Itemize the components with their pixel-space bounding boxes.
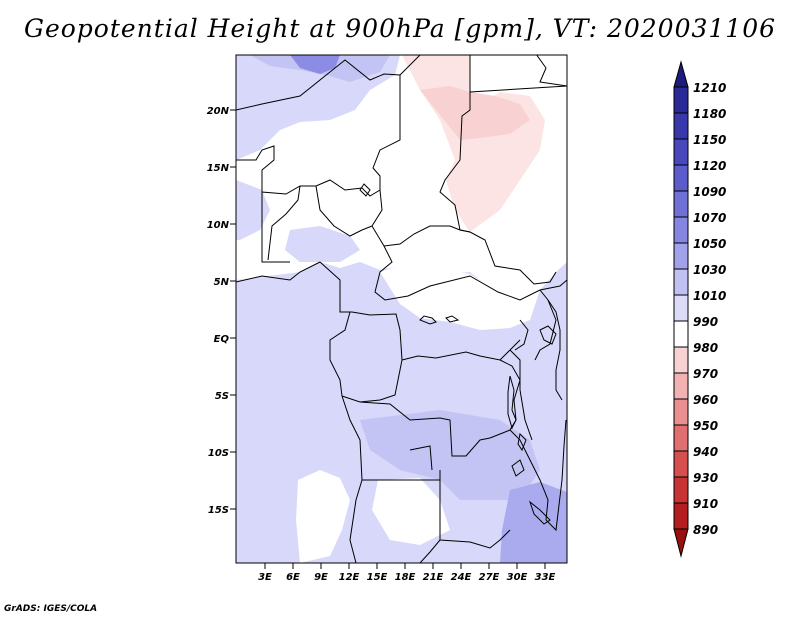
colorbar-swatch xyxy=(673,320,689,348)
colorbar-label: 1180 xyxy=(693,107,726,121)
colorbar-swatch xyxy=(673,476,689,504)
height-field-white-band xyxy=(380,262,540,330)
colorbar-swatch xyxy=(673,112,689,140)
lon-label-21e: 21E xyxy=(423,572,444,583)
height-field-mid-blue xyxy=(360,410,540,500)
lon-label-9e: 9E xyxy=(314,572,328,583)
colorbar-bottom-arrow xyxy=(673,528,689,558)
colorbar-swatch xyxy=(673,450,689,478)
lat-label-eq: EQ xyxy=(214,334,230,345)
lat-label-10s: 10S xyxy=(208,448,229,459)
colorbar-label: 970 xyxy=(693,367,718,381)
colorbar xyxy=(673,60,689,558)
lat-label-5n: 5N xyxy=(214,277,230,288)
colorbar-swatch xyxy=(673,372,689,400)
lat-axis xyxy=(230,109,236,510)
colorbar-label: 1070 xyxy=(693,211,726,225)
lon-axis xyxy=(264,563,546,569)
colorbar-label: 1120 xyxy=(693,159,726,173)
colorbar-swatch xyxy=(673,242,689,270)
map-frame xyxy=(235,54,568,564)
lon-label-18e: 18E xyxy=(395,572,416,583)
lon-label-3e: 3E xyxy=(258,572,272,583)
lakes xyxy=(359,183,557,525)
colorbar-label: 990 xyxy=(693,315,718,329)
height-field-violet xyxy=(500,482,567,563)
colorbar-swatch xyxy=(673,268,689,296)
height-field-north-deep xyxy=(290,55,340,74)
colorbar-label: 1010 xyxy=(693,289,726,303)
height-field-nigeria xyxy=(285,226,360,262)
colorbar-top-arrow xyxy=(673,60,689,88)
height-field-white-s xyxy=(372,478,450,545)
colorbar-label: 910 xyxy=(693,497,718,511)
colorbar-swatch xyxy=(673,398,689,426)
colorbar-swatch xyxy=(673,346,689,374)
colorbar-label: 930 xyxy=(693,471,718,485)
lon-label-6e: 6E xyxy=(286,572,300,583)
lon-label-15e: 15E xyxy=(367,572,388,583)
lon-label-30e: 30E xyxy=(507,572,528,583)
colorbar-swatch xyxy=(673,502,689,530)
colorbar-label: 980 xyxy=(693,341,718,355)
lon-label-33e: 33E xyxy=(535,572,556,583)
grads-credit: GrADS: IGES/COLA xyxy=(4,604,98,614)
lat-label-20n: 20N xyxy=(207,106,230,117)
colorbar-swatch xyxy=(673,86,689,114)
colorbar-label: 1050 xyxy=(693,237,726,251)
colorbar-swatch xyxy=(673,190,689,218)
colorbar-swatch xyxy=(673,216,689,244)
colorbar-swatch xyxy=(673,138,689,166)
lat-label-5s: 5S xyxy=(215,391,229,402)
colorbar-label: 1150 xyxy=(693,133,726,147)
colorbar-label: 1090 xyxy=(693,185,726,199)
height-field-white-sw xyxy=(296,470,350,563)
map-plot xyxy=(236,55,567,563)
lat-label-15n: 15N xyxy=(207,163,230,174)
colorbar-swatch xyxy=(673,294,689,322)
colorbar-label: 1030 xyxy=(693,263,726,277)
chart-title: Geopotential Height at 900hPa [gpm], VT:… xyxy=(23,14,777,43)
colorbar-label: 890 xyxy=(693,523,718,537)
lon-label-12e: 12E xyxy=(339,572,360,583)
colorbar-label: 1210 xyxy=(693,81,726,95)
colorbar-label: 960 xyxy=(693,393,718,407)
lat-label-10n: 10N xyxy=(207,220,230,231)
colorbar-label: 950 xyxy=(693,419,718,433)
lon-label-24e: 24E xyxy=(451,572,472,583)
lon-label-27e: 27E xyxy=(479,572,500,583)
height-field-nw xyxy=(236,55,400,160)
colorbar-swatch xyxy=(673,164,689,192)
lat-label-15s: 15S xyxy=(208,505,229,516)
height-field-pink xyxy=(420,86,530,140)
country-borders xyxy=(236,55,567,563)
colorbar-swatch xyxy=(673,424,689,452)
colorbar-label: 940 xyxy=(693,445,718,459)
